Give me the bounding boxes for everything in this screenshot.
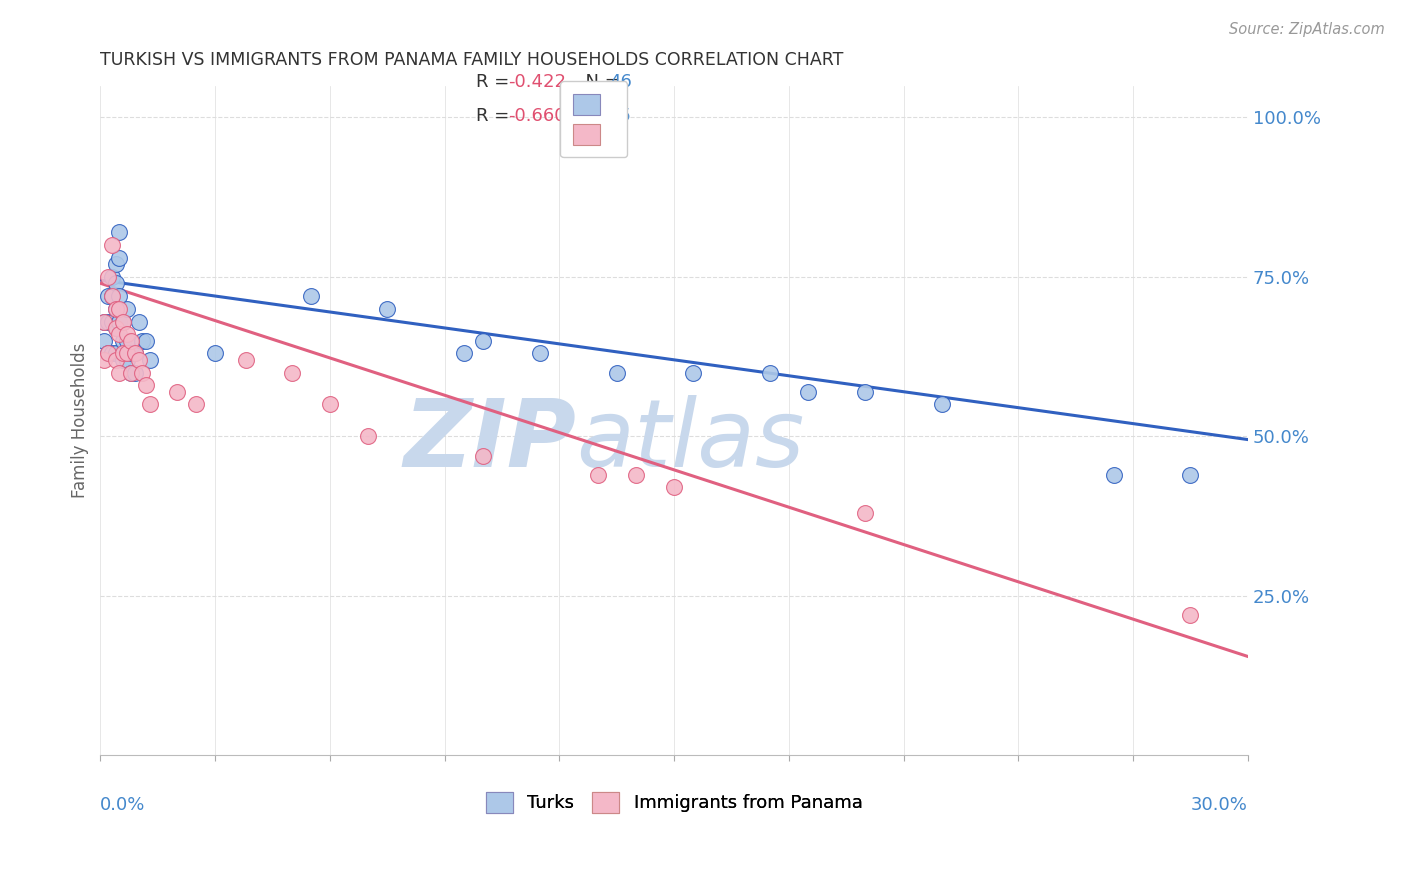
Point [108,289,131,303]
Text: 35: 35 [609,107,631,125]
Point [453,346,475,360]
Point [124,346,146,360]
Point [375,301,398,316]
Point [606,366,628,380]
Text: N =: N = [574,73,626,91]
Point [112,314,135,328]
Point [319,397,342,411]
Point [108,251,131,265]
Point [586,467,609,482]
Point [853,506,876,520]
Point [120,366,142,380]
Point [204,346,226,360]
Point [97,314,120,328]
Point [97,269,120,284]
Point [931,397,953,411]
Point [104,321,127,335]
Point [1180,467,1202,482]
Point [128,314,150,328]
Point [115,327,138,342]
Point [139,352,162,367]
Text: 30.0%: 30.0% [1191,796,1249,814]
Text: atlas: atlas [576,395,804,486]
Point [120,334,142,348]
Point [101,289,124,303]
Point [115,301,138,316]
Point [104,301,127,316]
Point [1102,467,1125,482]
Point [124,346,146,360]
Point [280,366,302,380]
Point [357,429,380,443]
Point [662,480,685,494]
Point [135,378,157,392]
Point [104,346,127,360]
Point [1180,607,1202,622]
Point [135,334,157,348]
Point [758,366,780,380]
Point [93,314,115,328]
Point [115,346,138,360]
Point [93,314,115,328]
Point [104,321,127,335]
Point [131,366,153,380]
Point [101,269,124,284]
Y-axis label: Family Households: Family Households [72,343,89,498]
Point [97,346,120,360]
Point [97,346,120,360]
Point [112,334,135,348]
Point [166,384,188,399]
Point [112,346,135,360]
Point [139,397,162,411]
Point [104,301,127,316]
Text: R =: R = [475,73,515,91]
Text: R =: R = [475,107,515,125]
Point [853,384,876,399]
Point [101,314,124,328]
Point [128,352,150,367]
Point [108,225,131,239]
Text: -0.660: -0.660 [508,107,565,125]
Text: 0.0%: 0.0% [100,796,146,814]
Point [108,366,131,380]
Point [797,384,820,399]
Point [101,289,124,303]
Point [108,314,131,328]
Point [93,352,115,367]
Point [120,346,142,360]
Point [235,352,257,367]
Point [104,277,127,291]
Point [112,314,135,328]
Point [108,301,131,316]
Text: N =: N = [574,107,626,125]
Point [124,366,146,380]
Text: 46: 46 [609,73,631,91]
Point [108,327,131,342]
Point [104,257,127,271]
Point [624,467,647,482]
Point [682,366,704,380]
Point [115,334,138,348]
Point [112,352,135,367]
Point [120,366,142,380]
Point [101,346,124,360]
Text: -0.422: -0.422 [508,73,565,91]
Legend: Turks, Immigrants from Panama: Turks, Immigrants from Panama [478,785,870,820]
Text: Source: ZipAtlas.com: Source: ZipAtlas.com [1229,22,1385,37]
Point [97,289,120,303]
Point [529,346,551,360]
Point [471,449,494,463]
Point [131,334,153,348]
Point [184,397,207,411]
Point [115,352,138,367]
Text: TURKISH VS IMMIGRANTS FROM PANAMA FAMILY HOUSEHOLDS CORRELATION CHART: TURKISH VS IMMIGRANTS FROM PANAMA FAMILY… [100,51,844,69]
Point [101,238,124,252]
Point [104,352,127,367]
Point [471,334,494,348]
Point [299,289,322,303]
Text: ZIP: ZIP [404,394,576,486]
Point [93,334,115,348]
